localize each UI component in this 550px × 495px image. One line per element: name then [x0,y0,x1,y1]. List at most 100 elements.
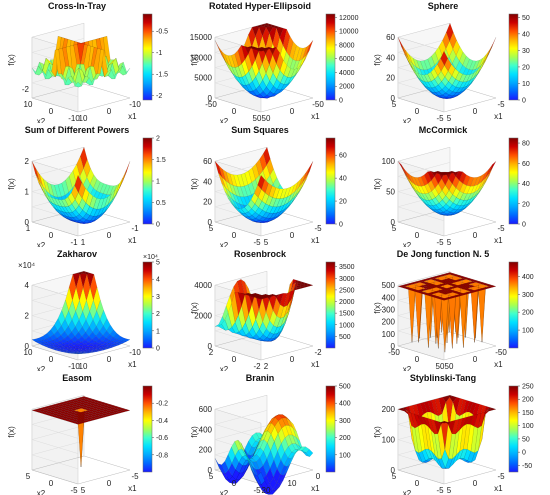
surface-patch [71,417,80,420]
surface-patch [72,413,81,416]
surface-patch [65,206,73,213]
surface-patch [44,413,53,416]
surface-patch [266,332,275,339]
surface-patch [468,279,477,282]
surface-patch [482,50,490,64]
surface-patch [38,411,47,414]
surface-patch [431,175,439,189]
surface-patch [89,418,98,421]
x-tick-label: 0 [107,479,112,488]
surface-patch [51,413,60,416]
surface-patch [94,407,103,410]
surface-patch [241,322,250,336]
surface-patch [440,421,449,424]
surface-patch [74,81,82,88]
surface-patch [443,282,452,285]
surface-patch [438,458,446,469]
x-tick-label: -10 [129,100,141,109]
surface-patch [77,406,86,409]
colorbar [325,137,336,225]
surface-patch [74,339,82,345]
surface-patch [448,295,456,349]
surface-patch [101,407,110,410]
surface-patch [61,418,70,421]
surface-patch [469,290,478,293]
surface-patch [227,198,236,208]
x-tick-label: 5 [447,114,452,123]
y-tick-label: 0 [49,479,54,488]
z-tick-label: 200 [382,405,396,414]
surface-patch [268,294,277,297]
colorbar [142,137,153,225]
colorbar-tick-label: 20 [522,201,530,208]
surface-mesh [397,272,497,353]
surface-patch [254,197,263,208]
y-tick-label: -50 [388,348,400,357]
surface-patch [83,412,92,415]
surface-patch [82,414,91,417]
surface-patch [71,404,80,407]
surface-patch [408,282,417,285]
surface-patch [108,407,117,410]
surface-mesh [31,35,131,88]
panel-zakharov: 10 0 -10 -10 0 10 4 2 0 x1 x2 ×10⁴ 5 4 3 2 1 0 ×10⁴ Zakharo… [2,248,185,371]
surface-patch [430,280,439,338]
surface-patch [256,222,264,223]
colorbar-tick-label: 0 [156,346,160,353]
surface-patch [302,167,310,183]
surface-patch [441,292,450,295]
surface-patch [102,405,111,408]
colorbar-tick-label: 0.5 [156,200,166,207]
surface-mesh [214,279,314,342]
surface-patch [445,458,453,469]
surface-patch [428,286,437,289]
surface-patch [115,342,123,346]
x-tick-label: -5 [497,472,505,481]
surface-patch [79,413,88,416]
z-tick-label: 400 [199,425,213,434]
colorbar-tick-label: -0.4 [156,418,168,425]
y-tick-label: 5 [392,224,397,233]
colorbar [325,13,336,101]
surface-patch [453,93,461,98]
surface-patch [59,407,68,410]
z-tick-label: 40 [386,53,395,62]
surface-patch [434,290,443,293]
surface-patch [70,421,79,424]
colorbar-tick-label: 50 [522,436,530,443]
surface-patch [96,318,104,332]
surface-patch [427,294,436,297]
surface-patch [472,280,481,283]
x-tick-label: 0 [316,472,321,481]
surface-patch [78,404,87,407]
surface-patch [423,293,432,296]
surface-patch [416,59,424,71]
surface-patch [477,288,486,291]
surface-patch [247,294,256,297]
z-tick-label: 0 [208,342,213,351]
surface-patch [253,296,262,299]
y-tick-label: 0 [49,231,54,240]
surface-patch [415,192,423,202]
x-axis-label: x1 [128,360,137,369]
colorbar-tick-label: 12000 [339,15,359,22]
colorbar-tick-label: 2000 [339,84,355,91]
surface-patch [96,414,105,417]
x-axis-label: x1 [494,484,503,493]
z-tick-label: 5000 [194,74,212,83]
surface-patch [400,286,409,289]
colorbar-tick-label: 20 [339,199,347,206]
surface-patch [298,282,307,285]
panel-de-jong-function-n-5: 50 0 -50 50 0 -50 500 400 300 200 100 0 x1 x2 f(x) 400 3… [368,248,550,371]
surface-patch [31,409,40,412]
surface-patch [254,294,263,297]
colorbar-tick-label: 60 [522,161,530,168]
surface-patch [97,412,106,415]
surface-patch [404,287,413,290]
surface-patch [261,480,269,492]
surface-patch [420,292,429,295]
y-tick-label: -10 [68,362,80,371]
